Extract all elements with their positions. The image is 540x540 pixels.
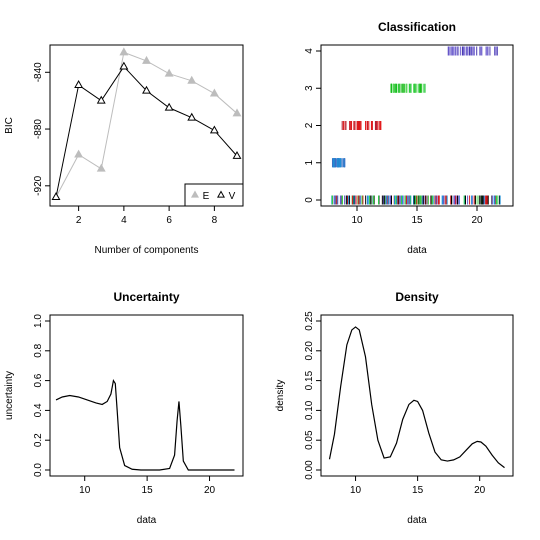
- bic-legend-label-V: V: [229, 191, 236, 202]
- density-ytick-label: 0.10: [304, 400, 315, 420]
- bic-point-V: [96, 95, 106, 104]
- uncertainty-plot-frame: [49, 314, 244, 477]
- uncertainty-xlabel: data: [137, 515, 157, 526]
- uncertainty-panel: Uncertainty 10 15 20 0.0 0.2 0.4 0.6 0.8 1.0 data u…: [4, 290, 244, 526]
- bic-point-V: [232, 150, 242, 159]
- density-ytick-label: 0.05: [304, 430, 315, 450]
- density-line: [328, 326, 505, 469]
- bic-point-V: [51, 192, 61, 201]
- bic-point-V: [164, 102, 174, 111]
- bic-plot-frame: [49, 44, 244, 207]
- bic-point-E: [209, 88, 219, 97]
- uncertainty-ytick-label: 1.0: [33, 314, 44, 328]
- density-ytick-label: 0.25: [304, 311, 315, 331]
- bic-point-E: [164, 68, 174, 77]
- bic-xtick-label: 6: [166, 215, 172, 226]
- bic-point-V: [74, 80, 84, 88]
- uncertainty-ytick-label: 0.6: [33, 373, 44, 387]
- bic-point-E: [232, 108, 242, 117]
- uncertainty-xtick-label: 10: [79, 485, 91, 496]
- classification-ytick-label: 0: [304, 197, 315, 203]
- classification-xtick-label: 20: [471, 215, 483, 226]
- density-ylabel: density: [275, 380, 286, 412]
- bic-point-V: [142, 85, 151, 94]
- bic-legend-symbol-E: [190, 190, 200, 198]
- density-ytick-label: 0.20: [304, 341, 315, 361]
- bic-point-V: [119, 61, 129, 70]
- uncertainty-xtick-label: 15: [142, 485, 154, 496]
- density-ytick-label: 0.00: [304, 460, 315, 480]
- bic-xtick-label: 4: [121, 215, 127, 226]
- bic-ylabel: BIC: [4, 117, 15, 134]
- classification-panel: Classification 10 15 20 0 1 2 3 4 data: [304, 20, 514, 256]
- classification-ytick-label: 4: [304, 48, 315, 54]
- classification-xlabel: data: [407, 245, 427, 256]
- density-xtick-label: 15: [412, 485, 424, 496]
- bic-legend-label-E: E: [203, 191, 210, 202]
- bic-xtick-label: 2: [76, 215, 82, 226]
- uncertainty-line: [55, 378, 235, 471]
- uncertainty-ytick-label: 0.4: [33, 403, 44, 417]
- bic-point-E: [96, 163, 106, 172]
- bic-point-V: [187, 112, 197, 121]
- bic-series-line-E: [55, 51, 238, 198]
- uncertainty-ytick-label: 0.2: [33, 433, 44, 447]
- uncertainty-xtick-label: 20: [204, 485, 216, 496]
- density-xtick-label: 20: [474, 485, 486, 496]
- bic-xlabel: Number of components: [95, 245, 199, 256]
- bic-legend: [184, 183, 244, 207]
- bic-point-E: [74, 149, 84, 158]
- bic-ytick-label: -920: [33, 175, 44, 195]
- density-plot-frame: [320, 314, 514, 477]
- bic-legend-symbol-V: [216, 190, 226, 198]
- classification-xtick-label: 10: [351, 215, 363, 226]
- bic-panel: 2 4 6 8 -920 -880 -840 Number of components BIC E…: [4, 44, 244, 256]
- uncertainty-ytick-label: 0.8: [33, 343, 44, 357]
- density-xtick-label: 10: [350, 485, 362, 496]
- classification-title: Classification: [378, 20, 456, 34]
- density-title: Density: [395, 290, 439, 304]
- bic-point-E: [187, 75, 197, 84]
- classification-ytick-label: 1: [304, 160, 315, 166]
- density-ytick-label: 0.15: [304, 370, 315, 390]
- bic-ytick-label: -840: [33, 62, 44, 82]
- bic-point-E: [142, 55, 151, 64]
- classification-ytick-label: 3: [304, 85, 315, 91]
- uncertainty-ylabel: uncertainty: [4, 371, 15, 420]
- bic-point-V: [209, 125, 219, 134]
- uncertainty-ytick-label: 0.0: [33, 463, 44, 477]
- bic-point-E: [119, 47, 129, 56]
- density-panel: Density 10 15 20 0.00 0.05 0.10 0.15 0.20 0.25 dat…: [275, 290, 514, 526]
- classification-xtick-label: 15: [411, 215, 423, 226]
- bic-ytick-label: -880: [33, 119, 44, 139]
- bic-xtick-label: 8: [212, 215, 218, 226]
- classification-ytick-label: 2: [304, 122, 315, 128]
- uncertainty-title: Uncertainty: [113, 290, 179, 304]
- density-xlabel: data: [407, 515, 427, 526]
